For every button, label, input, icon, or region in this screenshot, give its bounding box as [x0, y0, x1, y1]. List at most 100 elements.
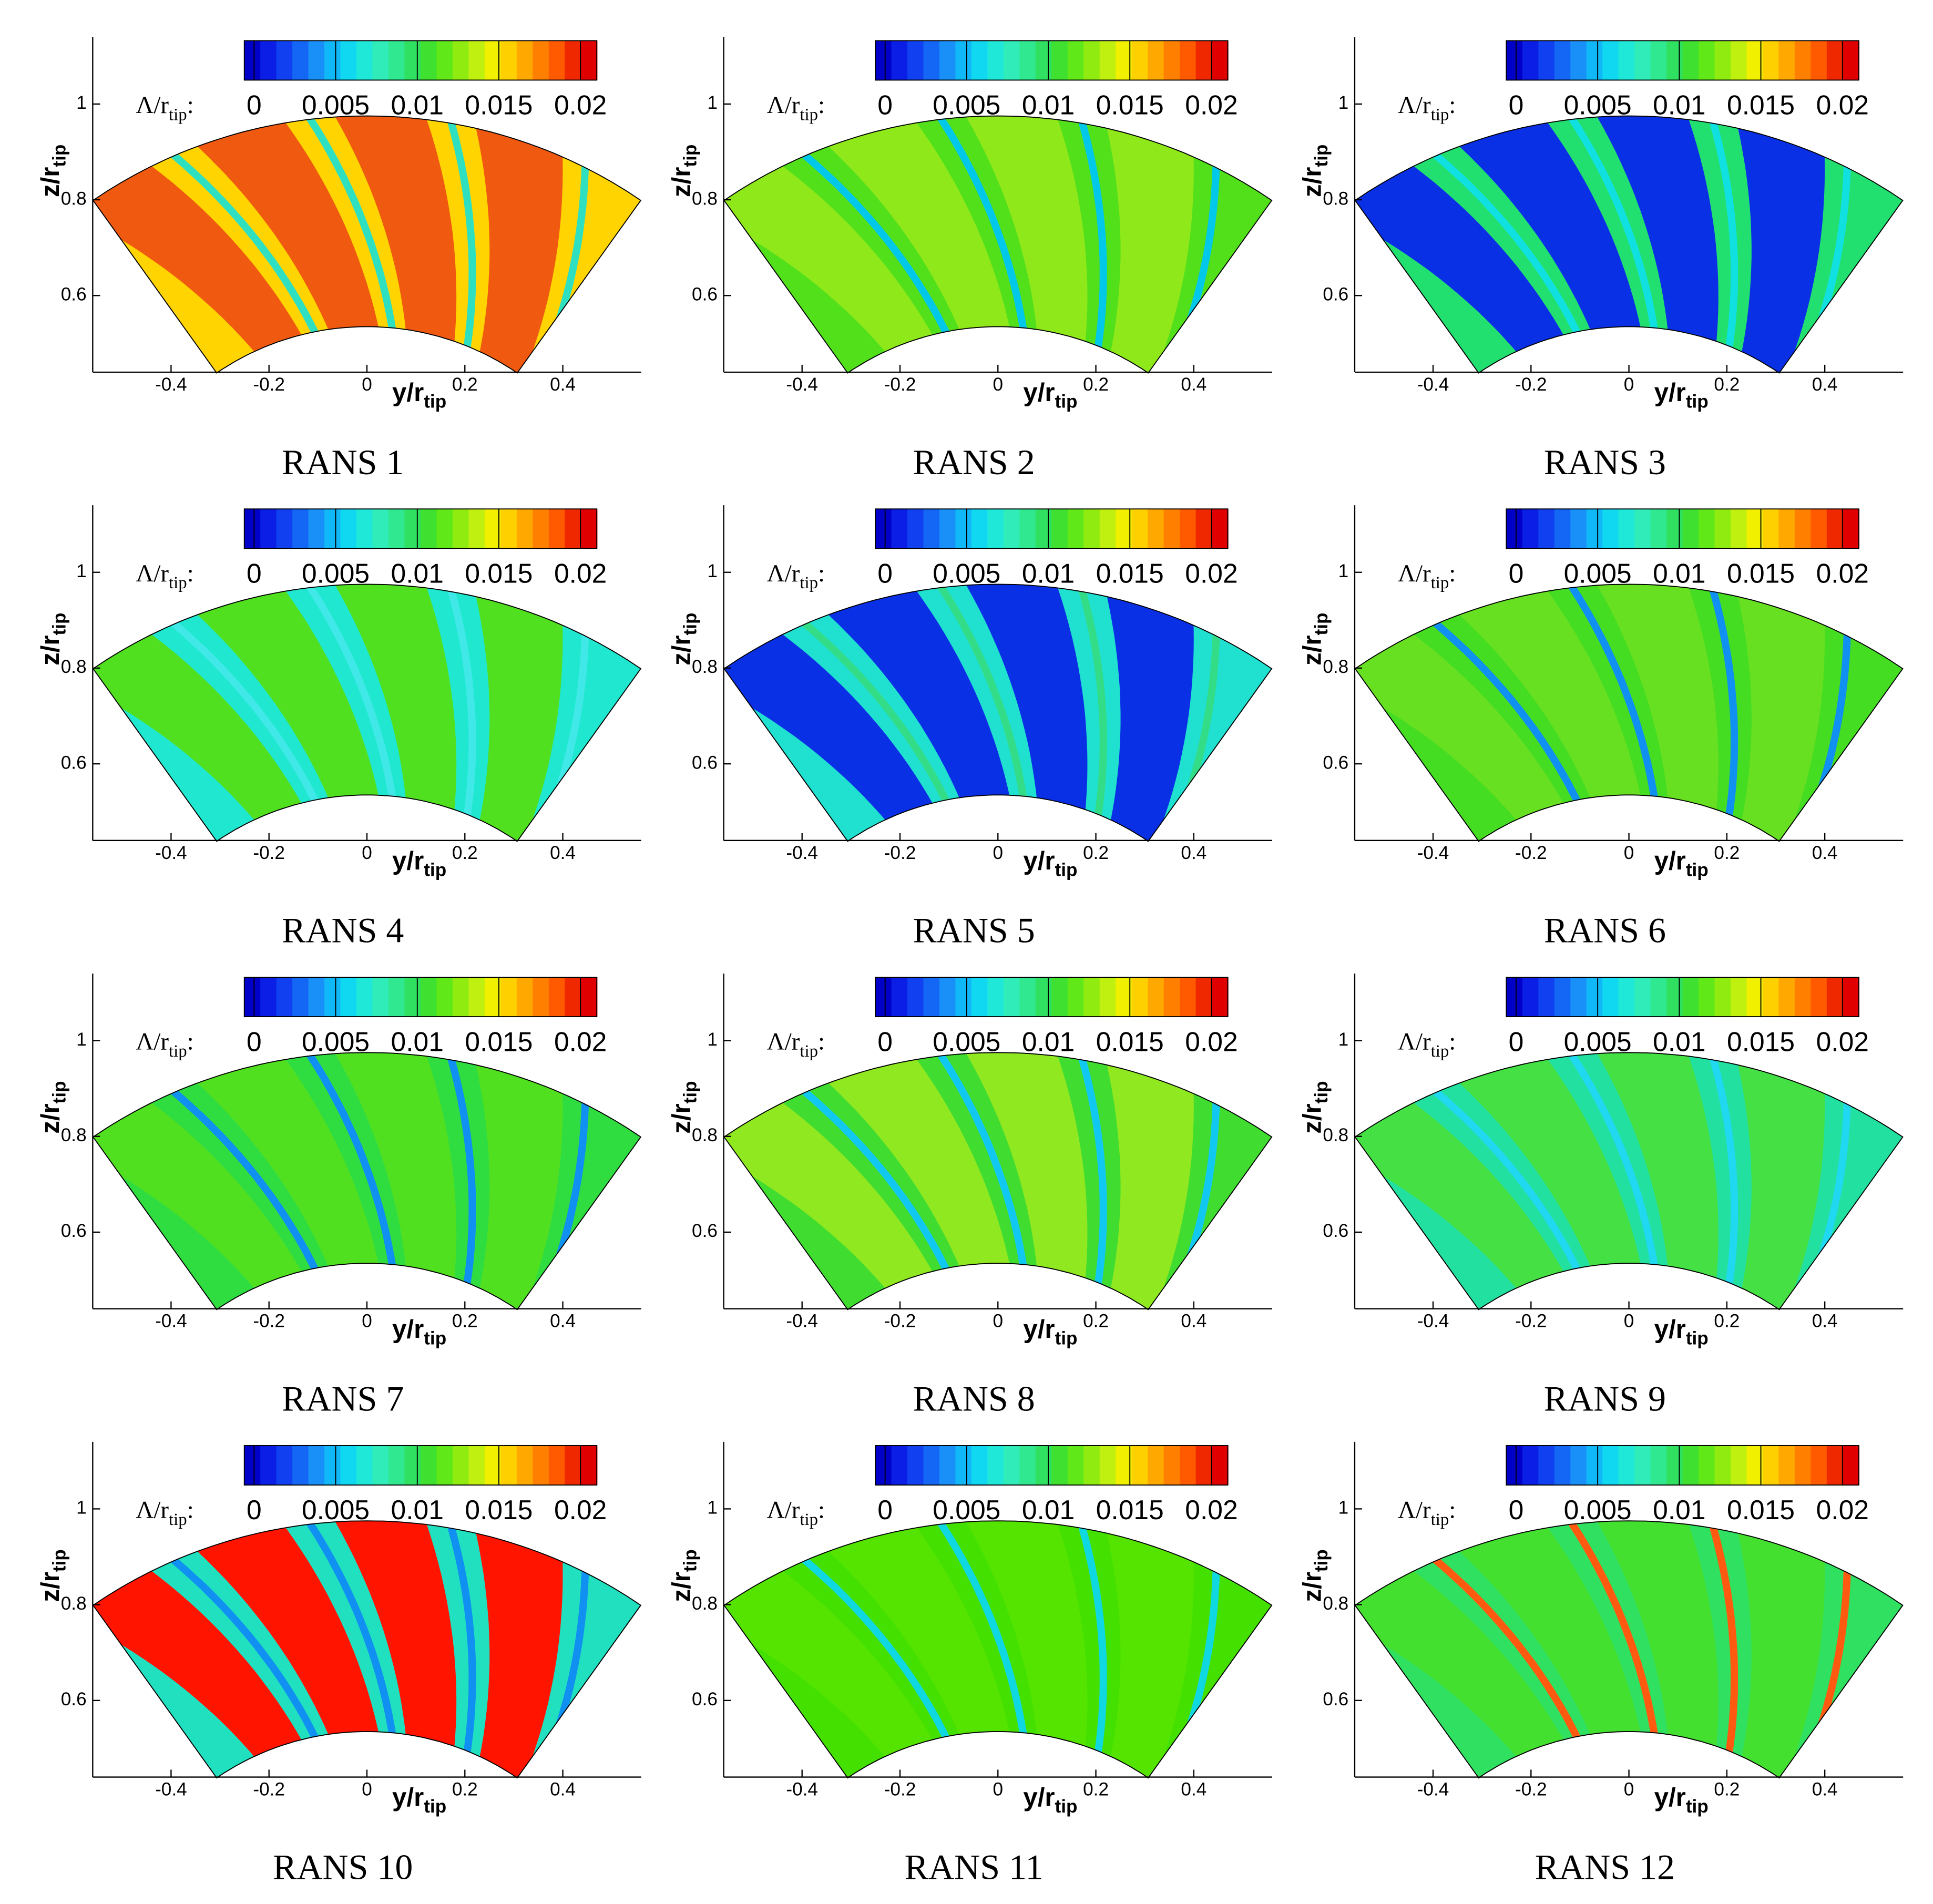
x-tick-label: -0.2	[1515, 374, 1547, 395]
colorbar-band	[468, 40, 486, 80]
panel-caption: RANS 12	[1535, 1847, 1675, 1887]
colorbar-band	[1730, 40, 1747, 80]
colorbar-band	[1714, 509, 1732, 549]
contour-region	[1735, 1052, 1825, 1310]
y-tick-label: 0.8	[61, 188, 87, 209]
colorbar-band	[1699, 40, 1715, 80]
contour-features	[93, 1521, 589, 1778]
colorbar-band	[260, 977, 277, 1017]
contour-wake	[300, 1521, 398, 1751]
colorbar-label-sub: tip	[169, 1510, 187, 1529]
colorbar-tick-label: 0.02	[1185, 1026, 1237, 1057]
x-tick-label: 0.2	[1083, 1779, 1109, 1800]
colorbar-band	[1195, 40, 1213, 80]
x-tick-label: 0	[1624, 843, 1634, 863]
y-tick-label: 1	[1338, 1029, 1349, 1050]
colorbar-tick-label: 0.005	[302, 90, 370, 120]
colorbar-band	[404, 509, 422, 549]
colorbar-band	[891, 509, 908, 549]
colorbar-band	[1212, 509, 1229, 549]
colorbar-band	[1099, 1445, 1117, 1485]
colorbar-band	[891, 40, 908, 80]
colorbar-label-main: Λ/r	[767, 1028, 800, 1055]
colorbar-band	[565, 977, 581, 1017]
x-tick-label: 0	[362, 1779, 372, 1800]
colorbar-band	[1666, 40, 1683, 80]
y-axis-label-sub: tip	[49, 1081, 70, 1103]
colorbar-band	[1522, 40, 1539, 80]
y-tick-label: 0.6	[1323, 752, 1348, 773]
colorbar-band	[1035, 1445, 1052, 1485]
y-axis-label-sub: tip	[1311, 613, 1332, 636]
x-axis-label-main: y/r	[392, 1783, 424, 1812]
x-tick-label: 0.2	[452, 843, 478, 863]
y-tick-label: 1	[1338, 1498, 1349, 1518]
y-axis-label: z/rtip	[667, 145, 701, 197]
colorbar-band	[580, 40, 598, 80]
colorbar-band	[516, 1445, 534, 1485]
x-axis-label-main: y/r	[1654, 1783, 1686, 1812]
colorbar-label: Λ/rtip:	[1398, 91, 1456, 124]
colorbar-frame	[243, 977, 598, 1018]
colorbar-band	[1035, 977, 1052, 1017]
colorbar-tick-label: 0.01	[391, 1494, 444, 1525]
colorbar-band	[244, 977, 261, 1017]
colorbar-band	[923, 509, 940, 549]
colorbar-band	[1506, 40, 1523, 80]
colorbar-band	[1148, 977, 1164, 1017]
colorbar-band	[1051, 40, 1068, 80]
y-tick-label: 0.8	[1323, 1593, 1348, 1614]
colorbar-band	[1730, 977, 1747, 1017]
sector-outline	[1354, 1520, 1904, 1779]
contour-wake	[1075, 1052, 1107, 1301]
colorbar-band	[548, 40, 566, 80]
colorbar-band	[404, 40, 422, 80]
colorbar-band	[1778, 509, 1796, 549]
colorbar-band	[1699, 1445, 1715, 1485]
colorbar-label-end: :	[1449, 91, 1456, 119]
colorbar-frame	[1506, 40, 1859, 81]
x-axis-label-main: y/r	[392, 378, 424, 407]
colorbar-band	[420, 509, 437, 549]
colorbar-tick-label: 0.01	[391, 1026, 444, 1057]
colorbar-tick-label: 0.02	[1185, 1494, 1237, 1525]
x-axis-label: y/rtip	[1023, 846, 1077, 881]
y-tick-label: 0.8	[1323, 188, 1348, 209]
colorbar-label: Λ/rtip:	[136, 560, 193, 592]
colorbar-tick-label: 0.015	[1727, 1494, 1795, 1525]
x-tick-label: -0.4	[155, 1311, 187, 1332]
colorbar-frame	[875, 977, 1229, 1018]
colorbar-label-main: Λ/r	[1398, 560, 1431, 587]
colorbar-band	[1826, 977, 1844, 1017]
colorbar-band	[987, 509, 1005, 549]
colorbar-band	[1131, 977, 1149, 1017]
colorbar-band	[420, 40, 437, 80]
colorbar-tick-label: 0.005	[933, 90, 1000, 120]
contour-features	[1355, 584, 1852, 842]
colorbar-band	[987, 40, 1005, 80]
colorbar-label: Λ/rtip:	[1398, 1496, 1456, 1529]
colorbar-band	[1811, 40, 1828, 80]
x-axis-label-sub: tip	[1055, 1328, 1078, 1349]
colorbar-band	[533, 1445, 549, 1485]
colorbar-band	[292, 509, 309, 549]
x-axis-label: y/rtip	[1654, 1783, 1709, 1817]
colorbar-band	[1602, 40, 1619, 80]
x-tick-label: 0.2	[452, 1779, 478, 1800]
colorbar-band	[436, 40, 454, 80]
colorbar-band	[1067, 977, 1085, 1017]
sector-outline	[92, 1052, 642, 1311]
y-axis-label: z/rtip	[667, 613, 701, 666]
contour-region	[1449, 584, 1644, 814]
colorbar-band	[308, 509, 325, 549]
colorbar-band	[324, 977, 341, 1017]
colorbar-band	[1212, 977, 1229, 1017]
panel-caption: RANS 6	[1544, 910, 1666, 950]
colorbar-tick-label: 0.015	[1096, 90, 1164, 120]
colorbar-band	[1570, 1445, 1587, 1485]
contour-region	[328, 116, 457, 359]
x-axis-label-sub: tip	[1055, 860, 1078, 881]
